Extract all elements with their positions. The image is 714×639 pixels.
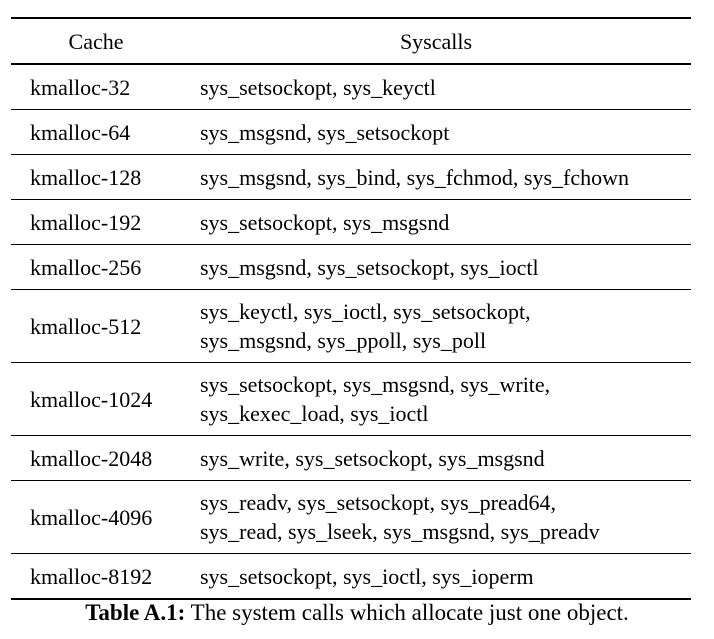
table-row: kmalloc-256 sys_msgsnd, sys_setsockopt, s… [11,245,691,290]
syscalls-cell: sys_msgsnd, sys_bind, sys_fchmod, sys_fc… [181,155,691,200]
caption-text: The system calls which allocate just one… [185,600,629,625]
syscalls-cell: sys_setsockopt, sys_ioctl, sys_ioperm [181,554,691,600]
header-cache: Cache [68,28,124,54]
header-row: Cache Syscalls [11,18,691,64]
syscalls-line: sys_msgsnd, sys_bind, sys_fchmod, sys_fc… [200,164,630,190]
table-row: kmalloc-512 sys_keyctl, sys_ioctl, sys_se… [11,290,691,363]
table-row: kmalloc-32 sys_setsockopt, sys_keyctl [11,64,691,110]
syscalls-line: sys_readv, sys_setsockopt, sys_pread64, [200,490,557,515]
cache-cell: kmalloc-128 [30,164,142,190]
syscalls-cell: sys_msgsnd, sys_setsockopt [181,110,691,155]
table-row: kmalloc-2048 sys_write, sys_setsockopt, s… [11,436,691,481]
cache-cell: kmalloc-4096 [30,504,153,530]
syscalls-line: sys_setsockopt, sys_msgsnd, sys_write, [200,372,551,397]
table-row: kmalloc-1024 sys_setsockopt, sys_msgsnd, … [11,363,691,436]
syscalls-line: sys_setsockopt, sys_ioctl, sys_ioperm [200,563,534,589]
cache-cell: kmalloc-192 [30,209,142,235]
syscalls-line: sys_write, sys_setsockopt, sys_msgsnd [200,445,545,471]
syscalls-line: sys_msgsnd, sys_ppoll, sys_poll [200,328,487,353]
table-row: kmalloc-64 sys_msgsnd, sys_setsockopt [11,110,691,155]
syscalls-line: sys_setsockopt, sys_msgsnd [200,209,450,235]
syscalls-line: sys_kexec_load, sys_ioctl [200,401,429,426]
syscalls-cell: sys_readv, sys_setsockopt, sys_pread64,s… [181,481,691,554]
syscalls-line: sys_keyctl, sys_ioctl, sys_setsockopt, [200,299,531,324]
syscalls-cell: sys_msgsnd, sys_setsockopt, sys_ioctl [181,245,691,290]
syscall-table-container: Cache Syscalls kmalloc-32 sys_setsockopt,… [11,17,691,600]
syscalls-line: sys_setsockopt, sys_keyctl [200,74,436,100]
table-header: Cache Syscalls [11,18,691,64]
cache-cell: kmalloc-8192 [30,563,153,589]
table-row: kmalloc-8192 sys_setsockopt, sys_ioctl, s… [11,554,691,600]
table-body: kmalloc-32 sys_setsockopt, sys_keyctl kmal… [11,64,691,599]
syscalls-cell: sys_setsockopt, sys_msgsnd, sys_write,sy… [181,363,691,436]
table-row: kmalloc-4096 sys_readv, sys_setsockopt, s… [11,481,691,554]
cache-cell: kmalloc-1024 [30,386,153,412]
syscalls-cell: sys_keyctl, sys_ioctl, sys_setsockopt,sy… [181,290,691,363]
header-syscalls: Syscalls [399,28,473,54]
syscalls-cell: sys_setsockopt, sys_keyctl [181,64,691,110]
caption-label: Table A.1: [85,600,186,625]
cache-cell: kmalloc-256 [30,254,142,280]
table-row: kmalloc-192 sys_setsockopt, sys_msgsnd [11,200,691,245]
syscalls-line: sys_read, sys_lseek, sys_msgsnd, sys_pre… [200,519,600,544]
syscall-table: Cache Syscalls kmalloc-32 sys_setsockopt,… [11,17,691,600]
cache-cell: kmalloc-64 [30,119,131,145]
cache-cell: kmalloc-2048 [30,445,153,471]
cache-cell: kmalloc-512 [30,313,142,339]
syscalls-cell: sys_write, sys_setsockopt, sys_msgsnd [181,436,691,481]
table-caption: Table A.1: The system calls which alloca… [0,598,714,628]
syscalls-line: sys_msgsnd, sys_setsockopt [200,119,450,145]
syscalls-cell: sys_setsockopt, sys_msgsnd [181,200,691,245]
table-row: kmalloc-128 sys_msgsnd, sys_bind, sys_fch… [11,155,691,200]
syscalls-line: sys_msgsnd, sys_setsockopt, sys_ioctl [200,254,539,280]
cache-cell: kmalloc-32 [30,74,131,100]
